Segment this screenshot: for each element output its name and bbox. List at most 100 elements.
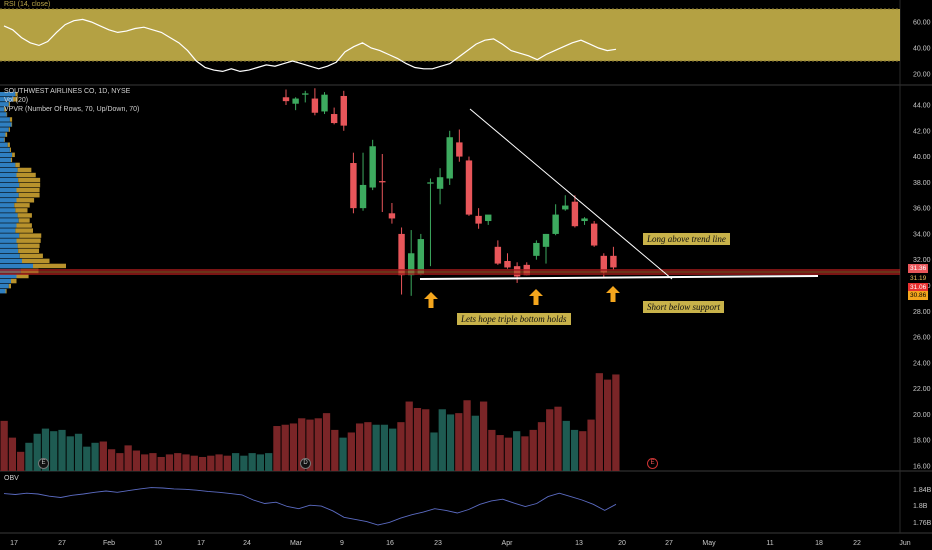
vpvr-bar-up [0,122,12,127]
candle-body[interactable] [427,182,434,184]
obv-title[interactable]: OBV [4,475,19,482]
candle-body[interactable] [369,146,376,188]
candle-body[interactable] [302,93,309,95]
vpvr-bar-down [15,162,20,168]
vpvr-bar-up [0,137,5,142]
candle-body[interactable] [350,163,357,209]
time-tick-label: 10 [154,540,162,547]
vpvr-bar-down [16,172,36,178]
time-axis[interactable]: 17 27 Feb 10 17 24 Mar 9 16 23 Apr 13 20 27 May 11 18 22 J… [10,540,911,547]
volume-bar [430,432,438,471]
vpvr-bar-up [0,132,6,137]
candle-body[interactable] [417,239,425,274]
vpvr-bar-up [0,208,16,213]
vpvr-bar-up [0,238,17,243]
volume-bar [157,456,165,471]
vpvr-bar-down [14,203,30,208]
vpvr-title[interactable]: VPVR (Number Of Rows, 70, Up/Down, 70) [4,106,140,113]
chart-title[interactable]: SOUTHWEST AIRLINES CO, 1D, NYSE [4,88,131,95]
time-tick-label: 13 [575,540,583,547]
volume-bar [306,419,314,471]
candle-body[interactable] [446,137,453,179]
candle-body[interactable] [456,142,463,157]
support-line[interactable] [419,275,819,280]
time-tick-label: 11 [766,540,773,547]
vpvr-bar-down [9,147,11,152]
time-tick-label: Apr [502,540,514,547]
candle-body[interactable] [407,253,415,276]
vpvr-bar-down [22,258,50,264]
candle-body[interactable] [282,97,290,102]
volume-bar [25,442,33,471]
candle-body[interactable] [485,214,492,222]
candle-body[interactable] [436,177,444,189]
earnings-marker-icon[interactable]: E [38,458,49,469]
vpvr-bar-up [0,112,7,117]
candle-body[interactable] [292,98,299,104]
vpvr-bar-up [0,273,17,279]
vpvr-bar-up [0,172,17,178]
volume-bar [372,424,380,471]
dividend-marker-icon[interactable]: D [300,458,311,469]
volume-bar [298,418,306,471]
volume-title[interactable]: Vol (20) [4,97,29,104]
vpvr-bar-down [8,102,10,107]
candle-body[interactable] [359,184,367,209]
vpvr-bar-down [15,228,33,233]
earnings-upcoming-marker-icon[interactable]: E [647,458,658,469]
vpvr-bar-up [0,167,18,173]
candle-body[interactable] [379,181,386,183]
candle-body[interactable] [533,242,540,256]
candle-body[interactable] [465,160,473,215]
candle-body[interactable] [475,215,482,224]
candle-body[interactable] [330,114,338,124]
volume-bar [273,426,281,471]
vpvr-bar-up [0,263,33,269]
time-tick-label: 22 [853,540,861,547]
candle-body[interactable] [321,94,328,112]
candle-body[interactable] [542,233,550,247]
candle-body[interactable] [581,218,588,222]
candle-body[interactable] [494,246,502,264]
vpvr-bar-up [0,127,9,132]
obv-tick-label: 1.8B [913,503,928,510]
candle-body[interactable] [610,255,617,268]
note-triple-bottom[interactable]: Lets hope triple bottom holds [457,313,571,325]
volume-bar [58,429,66,471]
trend-line[interactable] [469,108,673,280]
time-tick-label: 16 [386,540,394,547]
volume-bar [124,445,132,471]
candle-body[interactable] [562,205,569,210]
candle-body[interactable] [590,223,598,246]
candle-body[interactable] [398,233,405,276]
note-long-above-trend[interactable]: Long above trend line [643,233,730,245]
vpvr-bar-up [0,213,18,218]
rsi-title[interactable]: RSI (14, close) [4,1,51,8]
vpvr-bar-down [5,132,8,137]
candle-body[interactable] [504,261,511,268]
vpvr-bar-up [0,97,14,102]
note-short-below-support[interactable]: Short below support [643,301,725,313]
volume-bar [215,454,223,471]
candle-body[interactable] [571,201,579,227]
candle-body[interactable] [311,98,319,113]
vpvr-bar-down [16,223,32,228]
up-arrow-icon[interactable] [529,289,543,305]
rsi-tick-label: 40.00 [913,46,931,53]
volume-bar [223,455,231,471]
candle-body[interactable] [388,213,396,219]
candle-body[interactable] [552,214,559,234]
volume-bar [380,424,389,471]
candle-body[interactable] [340,95,347,126]
up-arrow-icon[interactable] [424,292,438,308]
time-tick-label: 23 [434,540,442,547]
obv-tick-label: 1.76B [913,520,932,527]
vpvr-bar-up [0,107,5,112]
price-tick-label: 32.00 [913,257,931,264]
vpvr-bar-down [11,278,17,284]
candle-body[interactable] [600,255,607,273]
volume-bar [364,422,372,471]
volume-bar [554,406,562,471]
up-arrow-icon[interactable] [606,286,620,302]
